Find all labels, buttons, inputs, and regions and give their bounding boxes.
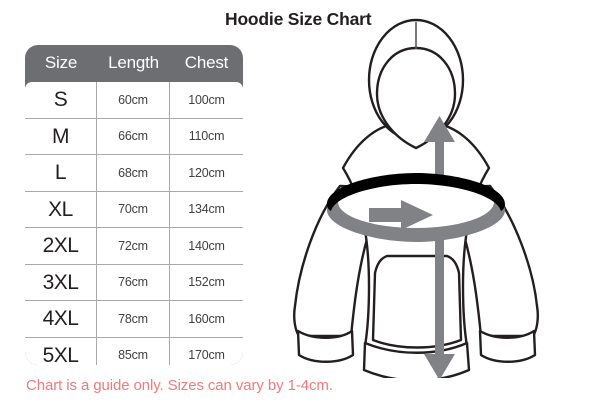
cell-size: 5XL: [25, 337, 97, 365]
chest-ring-top-rim: [327, 173, 505, 211]
cell-chest: 110cm: [170, 118, 243, 155]
size-chart-table: Size Length Chest S 60cm 100cm M 66cm 11…: [25, 45, 243, 365]
cell-chest: 134cm: [170, 191, 243, 228]
length-arrow-shaft: [435, 133, 444, 363]
table-row: M 66cm 110cm: [25, 118, 243, 155]
hoodie-illustration: Chest Length: [265, 18, 600, 378]
cell-length: 68cm: [97, 155, 170, 192]
column-header-chest: Chest: [184, 52, 229, 72]
length-measure-arrow: [424, 116, 455, 378]
cell-length: 72cm: [97, 228, 170, 265]
left-cuff-shape: [296, 329, 355, 363]
chest-measure-ring: [327, 173, 505, 242]
disclaimer-note: Chart is a guide only. Sizes can vary by…: [26, 377, 333, 394]
column-header-length: Length: [108, 52, 159, 72]
table-row: 5XL 85cm 170cm: [25, 337, 243, 365]
cell-size: S: [25, 82, 97, 119]
size-table-grid: Size Length Chest S 60cm 100cm M 66cm 11…: [25, 45, 243, 365]
cell-size: L: [25, 155, 97, 192]
cell-length: 78cm: [97, 301, 170, 338]
length-arrow-head-bottom: [424, 354, 455, 378]
cell-chest: 170cm: [170, 337, 243, 365]
cell-size: M: [25, 118, 97, 155]
kangaroo-pocket-shape: [371, 254, 463, 349]
cell-size: 4XL: [25, 301, 97, 338]
table-row: 3XL 76cm 152cm: [25, 264, 243, 301]
cell-length: 66cm: [97, 118, 170, 155]
table-row: 2XL 72cm 140cm: [25, 228, 243, 265]
right-cuff-shape: [478, 329, 537, 363]
cell-size: XL: [25, 191, 97, 228]
cell-length: 60cm: [97, 82, 170, 119]
cell-length: 85cm: [97, 337, 170, 365]
cell-size: 2XL: [25, 228, 97, 265]
cell-chest: 140cm: [170, 228, 243, 265]
cell-size: 3XL: [25, 264, 97, 301]
table-header-row: Size Length Chest: [25, 45, 243, 82]
cell-length: 76cm: [97, 264, 170, 301]
column-header-size: Size: [44, 52, 78, 72]
cell-chest: 152cm: [170, 264, 243, 301]
chest-ring-arrowhead: [401, 200, 433, 230]
table-row: 4XL 78cm 160cm: [25, 301, 243, 338]
table-row: XL 70cm 134cm: [25, 191, 243, 228]
table-row: L 68cm 120cm: [25, 155, 243, 192]
cell-chest: 160cm: [170, 301, 243, 338]
cell-length: 70cm: [97, 191, 170, 228]
chest-ring-arrow-tail: [369, 208, 409, 222]
hoodie-diagram-svg: [293, 18, 539, 378]
length-arrow-head-top: [424, 116, 455, 142]
cell-chest: 120cm: [170, 155, 243, 192]
page-title: Hoodie Size Chart: [225, 9, 372, 29]
table-row: S 60cm 100cm: [25, 82, 243, 119]
cell-chest: 100cm: [170, 82, 243, 119]
